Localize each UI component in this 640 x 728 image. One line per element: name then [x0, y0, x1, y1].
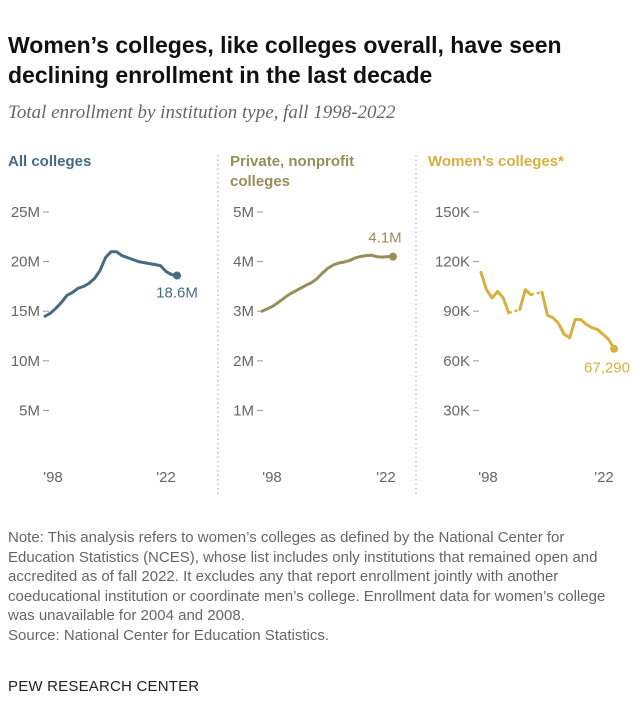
- x-tick-label: '22: [376, 469, 396, 486]
- pew-logo-text: PEW RESEARCH CENTER: [8, 678, 200, 695]
- x-tick-label: '98: [478, 469, 498, 486]
- note-text: Note: This analysis refers to women’s co…: [8, 529, 606, 624]
- end-value-label: 18.6M: [156, 284, 198, 301]
- chart-title: Women’s colleges, like colleges overall,…: [8, 32, 562, 88]
- chart-area: 5M 10M 15M 20M 25M '98 '22 18.6M 1M 2M 3M 4M 5M '98 '2…: [11, 155, 630, 497]
- x-tick-label: '22: [156, 469, 176, 486]
- y-tick-label: 30K: [443, 402, 470, 419]
- y-tick-label: 2M: [233, 353, 254, 370]
- series-line: [518, 288, 533, 311]
- series-line: [260, 253, 395, 313]
- chart-subtitle: Total enrollment by institution type, fa…: [8, 102, 396, 123]
- chart-note: Note: This analysis refers to women’s co…: [8, 528, 633, 645]
- end-point-dot: [173, 271, 181, 280]
- y-tick-label: 90K: [443, 303, 470, 320]
- panel-title-all-colleges: All colleges: [8, 153, 92, 170]
- y-tick-label: 15M: [11, 303, 40, 320]
- x-tick-label: '22: [594, 469, 614, 486]
- series-line: [540, 290, 616, 351]
- x-tick-label: '98: [262, 469, 282, 486]
- y-tick-label: 20M: [11, 254, 40, 271]
- y-tick-label: 25M: [11, 204, 40, 221]
- y-tick-label: 10M: [11, 353, 40, 370]
- series-gap-line: [508, 308, 521, 315]
- y-tick-label: 1M: [233, 402, 254, 419]
- y-tick-label: 5M: [19, 402, 40, 419]
- x-tick-label: '98: [43, 469, 63, 486]
- end-point-dot: [389, 252, 397, 261]
- series-line: [43, 250, 179, 318]
- end-point-dot: [610, 344, 618, 353]
- end-value-label: 4.1M: [368, 230, 401, 247]
- y-tick-label: 5M: [233, 204, 254, 221]
- y-tick-label: 60K: [443, 353, 470, 370]
- y-tick-label: 3M: [233, 303, 254, 320]
- y-tick-label: 150K: [435, 204, 470, 221]
- series-line: [479, 270, 511, 315]
- end-value-label: 67,290: [584, 360, 630, 377]
- source-text: Source: National Center for Education St…: [8, 626, 329, 644]
- y-tick-label: 120K: [435, 254, 470, 271]
- y-tick-label: 4M: [233, 254, 254, 271]
- panel-title-private-nonprofit: Private, nonprofit colleges: [230, 153, 355, 190]
- series-gap-line: [530, 290, 543, 296]
- panel-title-womens-colleges: Women’s colleges*: [428, 153, 564, 170]
